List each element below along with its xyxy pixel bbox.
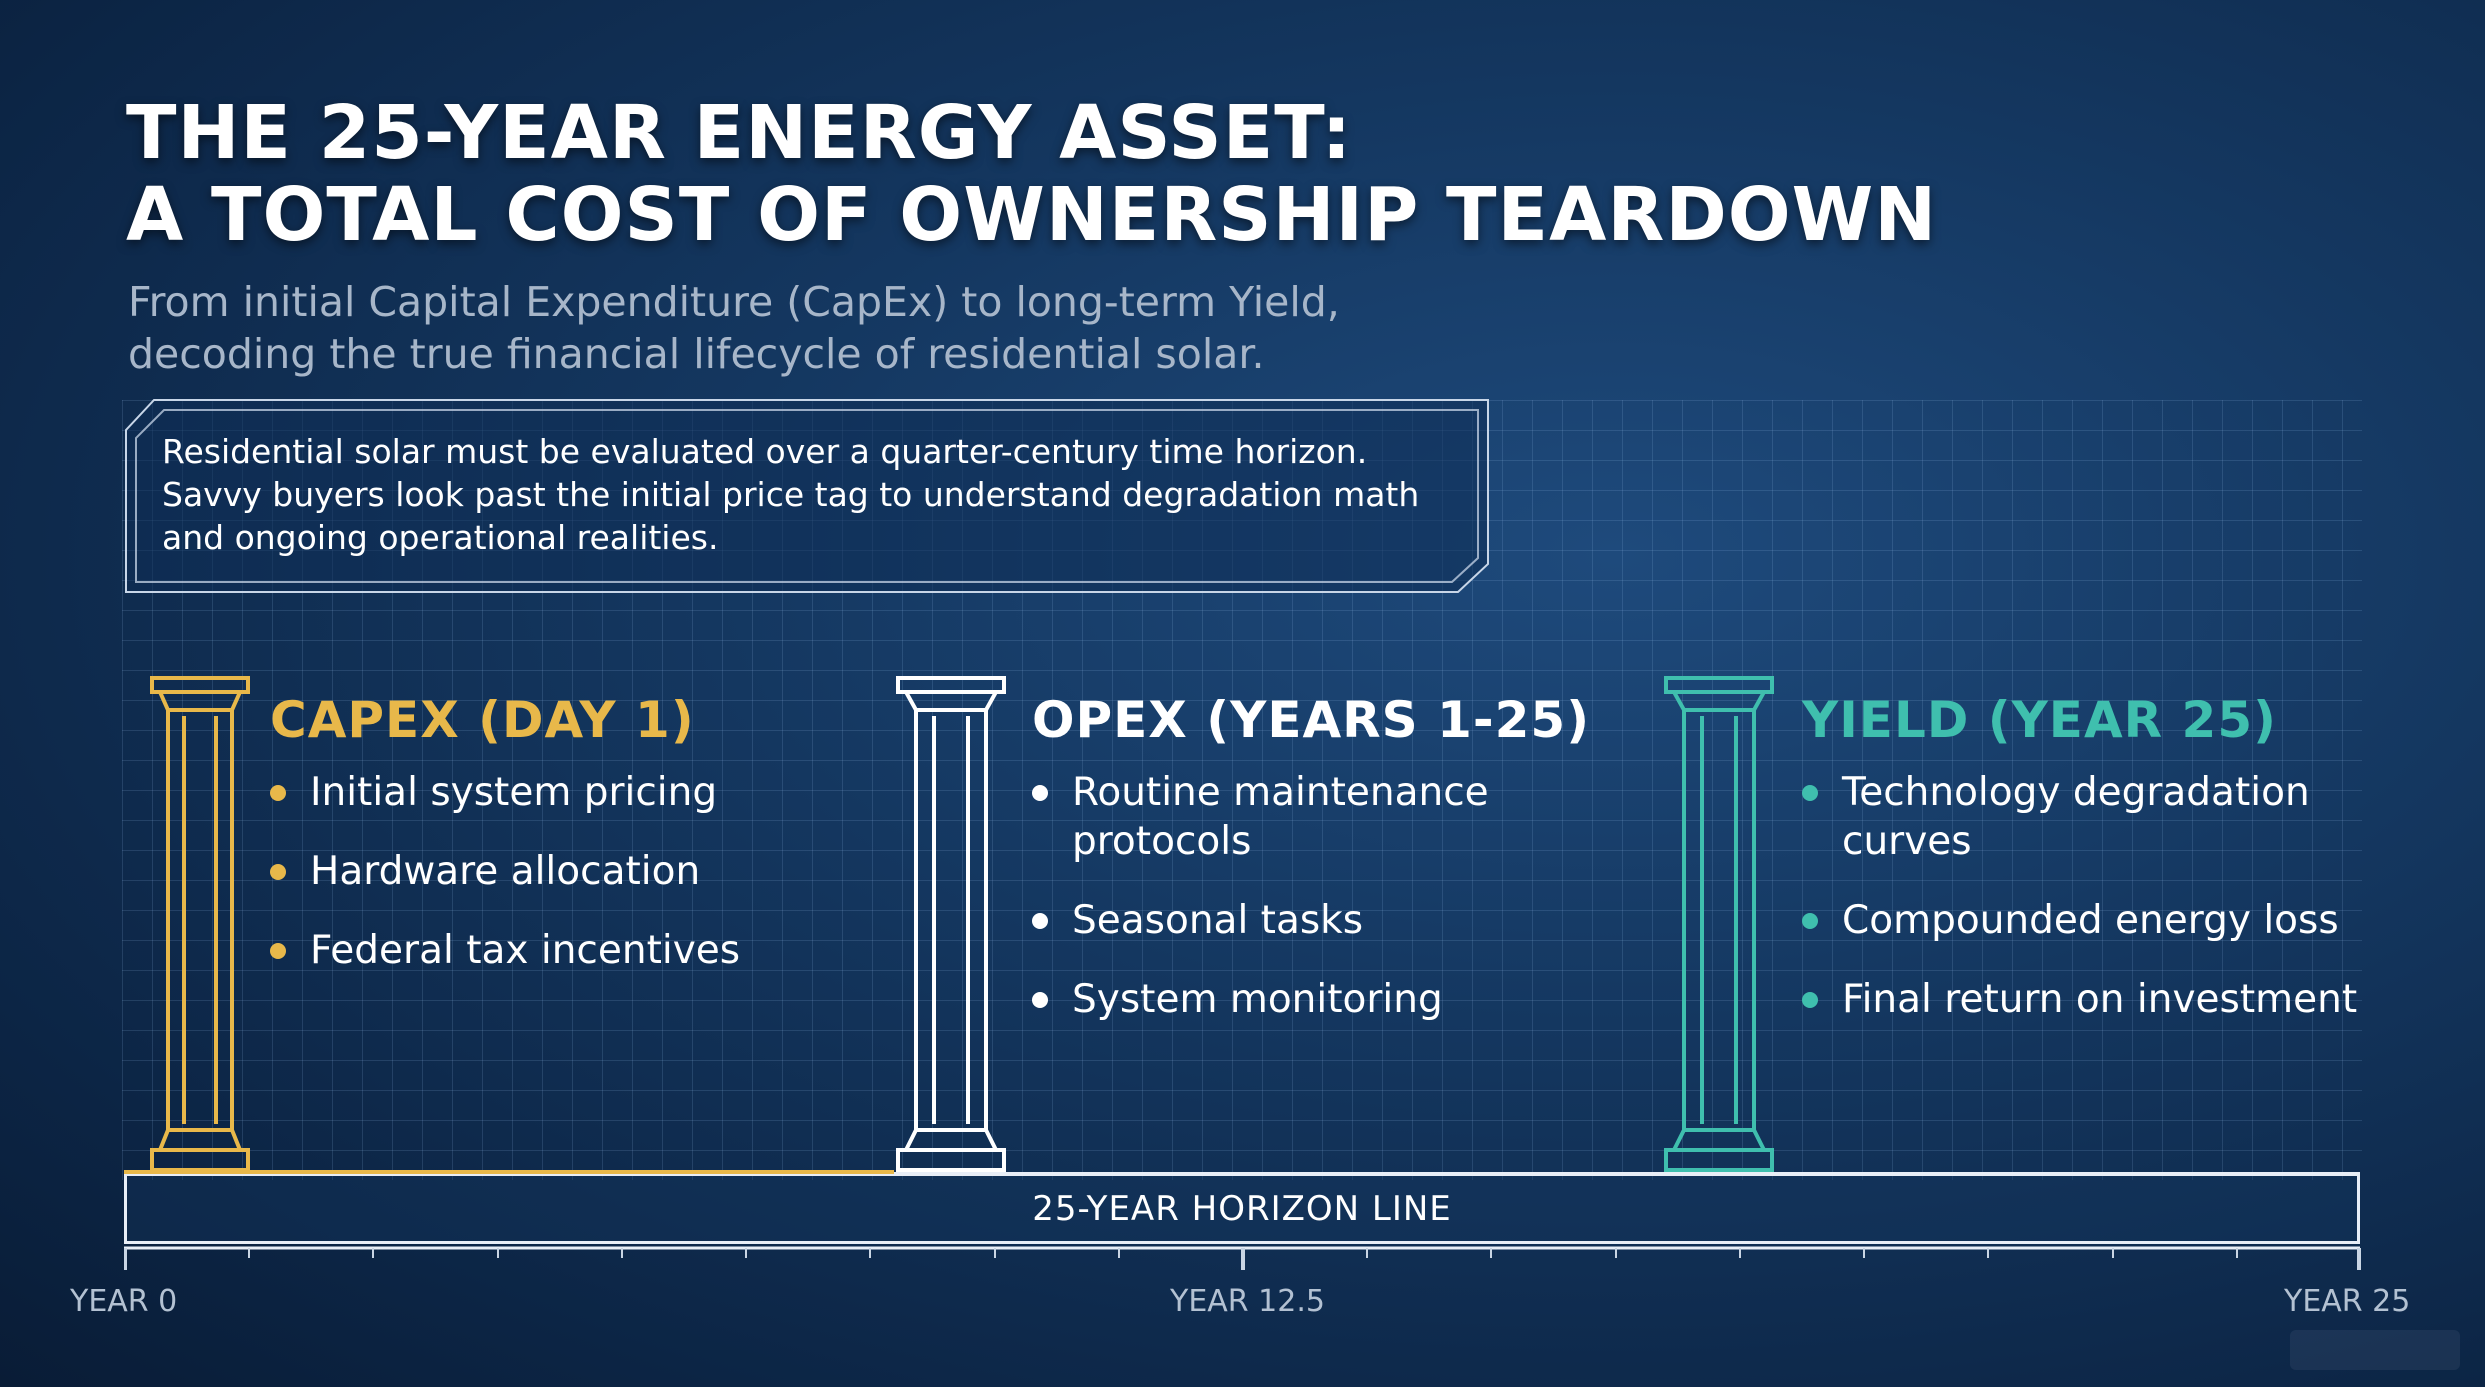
title-line-1: THE 25-YEAR ENERGY ASSET: — [126, 90, 1353, 176]
list-item: Compounded energy loss — [1802, 896, 2362, 945]
callout-text: Residential solar must be evaluated over… — [162, 430, 1462, 559]
bullet-dot-icon — [1032, 913, 1048, 929]
phase-title-yield: YIELD (YEAR 25) — [1802, 691, 2277, 749]
capex-pillar-icon — [150, 676, 250, 1172]
page-title: THE 25-YEAR ENERGY ASSET: A TOTAL COST O… — [126, 92, 1937, 256]
bullet-dot-icon — [270, 785, 286, 801]
bullet-dot-icon — [1802, 785, 1818, 801]
bullet-dot-icon — [270, 864, 286, 880]
horizon-label: 25-YEAR HORIZON LINE — [1032, 1188, 1452, 1229]
list-item: Final return on investment — [1802, 975, 2362, 1024]
axis-label-mid: YEAR 12.5 — [1170, 1284, 1325, 1319]
bullet-dot-icon — [1032, 992, 1048, 1008]
phase-opex: OPEX (YEARS 1-25) Routine maintenance pr… — [1032, 690, 1592, 1054]
phase-list-capex: Initial system pricing Hardware allocati… — [270, 768, 870, 975]
axis-label-start: YEAR 0 — [70, 1284, 178, 1319]
phase-capex: CAPEX (DAY 1) Initial system pricing Har… — [270, 690, 870, 1005]
timeline-axis — [124, 1246, 2361, 1270]
list-item: Routine maintenance protocols — [1032, 768, 1592, 866]
callout-line-2: Savvy buyers look past the initial price… — [162, 475, 1420, 514]
phase-title-capex: CAPEX (DAY 1) — [270, 691, 695, 749]
phase-yield: YIELD (YEAR 25) Technology degradation c… — [1802, 690, 2362, 1054]
list-item: Federal tax incentives — [270, 926, 870, 975]
callout-line-3: and ongoing operational realities. — [162, 518, 719, 557]
axis-label-end: YEAR 25 — [2284, 1284, 2411, 1319]
yield-pillar-icon — [1664, 676, 1774, 1172]
watermark — [2290, 1330, 2460, 1370]
subtitle-line-2: decoding the true financial lifecycle of… — [128, 330, 1265, 378]
list-item: Hardware allocation — [270, 847, 870, 896]
horizon-bar: 25-YEAR HORIZON LINE — [124, 1172, 2360, 1244]
capex-horizon-accent — [124, 1170, 894, 1174]
callout-frame — [125, 399, 1489, 593]
bullet-dot-icon — [1032, 785, 1048, 801]
callout-line-1: Residential solar must be evaluated over… — [162, 432, 1368, 471]
list-item: Technology degradation curves — [1802, 768, 2362, 866]
phase-list-yield: Technology degradation curves Compounded… — [1802, 768, 2362, 1024]
intro-callout: Residential solar must be evaluated over… — [124, 398, 1490, 594]
opex-pillar-icon — [896, 676, 1006, 1172]
list-item: Initial system pricing — [270, 768, 870, 817]
phase-title-opex: OPEX (YEARS 1-25) — [1032, 691, 1591, 749]
bullet-dot-icon — [1802, 913, 1818, 929]
page-subtitle: From initial Capital Expenditure (CapEx)… — [128, 276, 1340, 380]
list-item: System monitoring — [1032, 975, 1592, 1024]
bullet-dot-icon — [1802, 992, 1818, 1008]
phase-list-opex: Routine maintenance protocols Seasonal t… — [1032, 768, 1592, 1024]
subtitle-line-1: From initial Capital Expenditure (CapEx)… — [128, 278, 1340, 326]
bullet-dot-icon — [270, 943, 286, 959]
title-line-2: A TOTAL COST OF OWNERSHIP TEARDOWN — [126, 172, 1938, 258]
list-item: Seasonal tasks — [1032, 896, 1592, 945]
